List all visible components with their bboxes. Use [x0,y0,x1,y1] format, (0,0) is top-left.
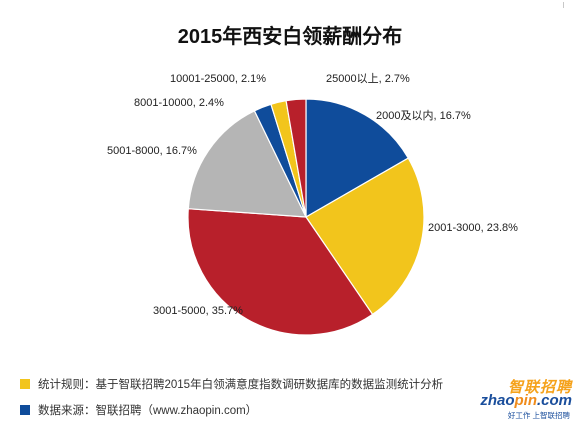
zhaopin-logo: 智联招聘 zhaopin.com 好工作 上智联招聘 [472,374,576,420]
slice-label: 5001-8000, 16.7% [107,145,197,157]
slice-label: 2001-3000, 23.8% [428,222,518,234]
chart-title: 2015年西安白领薪酬分布 [177,26,403,48]
pie-slice [305,98,410,219]
logo-slogan: 好工作 上智联招聘 [507,411,570,420]
logo-name-en: zhaopin.com [480,392,572,409]
logo-en-part3: .com [536,392,572,409]
pie-slice [187,208,374,336]
logo-en-part1: zhao [480,392,515,409]
pie-chart: 2000及以内, 16.7% 2001-3000, 23.8% 3001-5000,… [107,72,518,336]
slice-label: 25000以上, 2.7% [326,72,410,85]
rule-square-icon [20,379,30,389]
corner-decoration [563,2,574,8]
slice-label: 3001-5000, 35.7% [153,305,243,317]
footnote-source: 数据来源：智联招聘（www.zhaopin.com） [20,402,257,418]
footnote-rule: 统计规则：基于智联招聘2015年白领满意度指数调研数据库的数据监测统计分析 [20,376,443,392]
footnote-source-text: 数据来源：智联招聘（www.zhaopin.com） [38,405,258,417]
logo-en-part2: pin [514,392,537,409]
pie-slice [305,157,425,316]
slice-label: 10001-25000, 2.1% [170,73,266,85]
source-square-icon [20,405,30,415]
pie-slice [285,98,307,218]
slice-label: 8001-10000, 2.4% [134,97,224,109]
logo-name-cn: 智联招聘 [507,379,572,396]
slice-label: 2000及以内, 16.7% [376,108,471,122]
pie-slice [187,110,307,218]
footnote-rule-text: 统计规则：基于智联招聘2015年白领满意度指数调研数据库的数据监测统计分析 [38,379,444,391]
